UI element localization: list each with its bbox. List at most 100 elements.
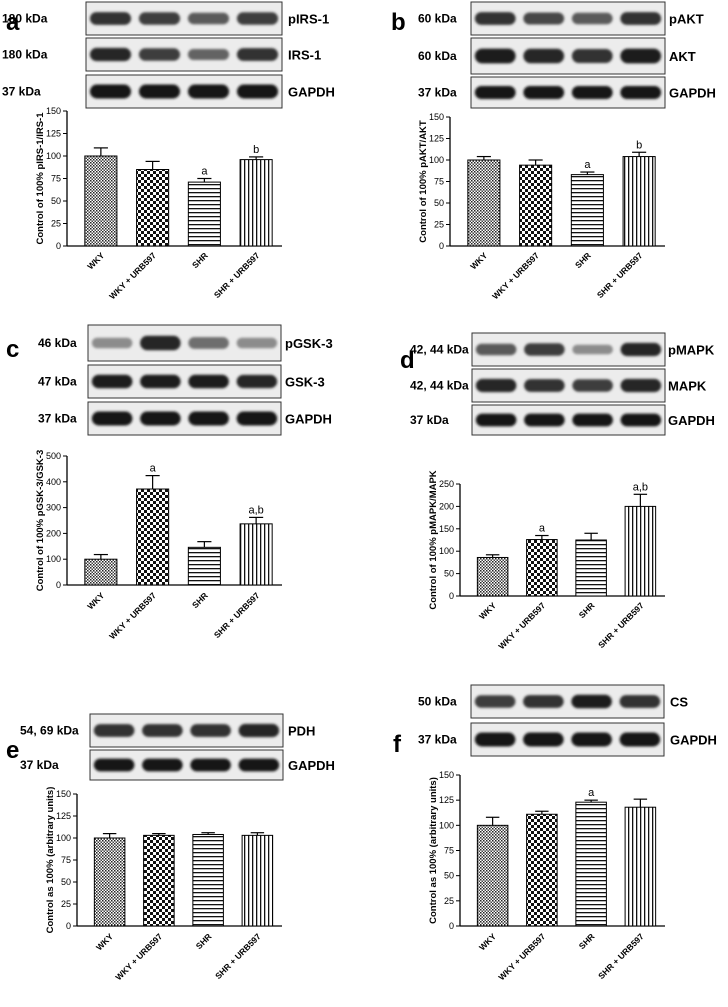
bar: [624, 505, 657, 597]
blot-band: [236, 12, 279, 25]
protein-label: IRS-1: [288, 48, 321, 63]
molecular-weight-label: 46 kDa: [38, 336, 77, 350]
blot-band: [188, 374, 229, 389]
protein-label: AKT: [669, 49, 696, 64]
x-tick-label: WKY: [477, 931, 498, 952]
blot-band: [187, 84, 230, 99]
y-tick-label: 0: [439, 241, 444, 251]
blot-pgsk-3: 46 kDa pGSK-3: [38, 324, 333, 362]
blot-band: [474, 12, 516, 25]
x-tick-label: WKY + URB597: [113, 931, 164, 982]
x-tick-label: WKY + URB597: [496, 600, 547, 651]
protein-label: GAPDH: [288, 85, 335, 100]
blot-band: [138, 48, 181, 61]
blot-band: [140, 411, 181, 426]
x-tick-label: SHR + URB597: [212, 590, 262, 640]
y-tick-label: 50: [444, 871, 454, 881]
molecular-weight-label: 60 kDa: [418, 12, 457, 26]
blot-band: [238, 723, 280, 738]
blot-akt: 60 kDa AKT: [418, 37, 696, 75]
bar: [575, 801, 607, 927]
blot-band: [619, 695, 661, 708]
bar: [622, 156, 656, 247]
y-axis-label: Control as 100% (arbitrary units): [45, 787, 56, 934]
blot-gapdh: 37 kDa GAPDH: [38, 401, 332, 436]
y-axis-label: Control of 100% pGSK-3/GSK-3: [35, 450, 46, 591]
significance-label: a,b: [248, 504, 263, 516]
y-tick-label: 50: [51, 196, 61, 206]
bar: [526, 539, 558, 597]
blot-band: [571, 694, 612, 709]
y-tick-label: 0: [66, 921, 71, 931]
protein-label: GAPDH: [670, 733, 717, 748]
y-tick-label: 100: [56, 833, 71, 843]
blot-band: [571, 12, 613, 25]
blot-pakt: 60 kDa pAKT: [418, 1, 704, 36]
y-tick-label: 25: [444, 896, 454, 906]
y-tick-label: 300: [46, 503, 61, 513]
protein-label: GSK-3: [285, 375, 325, 390]
blot-band: [523, 48, 565, 64]
x-tick-label: WKY + URB597: [496, 931, 547, 982]
molecular-weight-label: 37 kDa: [38, 412, 77, 426]
blot-band: [91, 411, 133, 426]
panel-letter: f: [393, 731, 402, 758]
protein-label: pIRS-1: [288, 12, 329, 27]
panel-e: e54, 69 kDa PDH 37 kDa GAPDH 0 25 50 75 100 125 15…: [6, 713, 335, 982]
bar: [467, 159, 501, 247]
x-tick-label: SHR: [190, 250, 210, 270]
y-tick-label: 50: [61, 877, 71, 887]
y-tick-label: 150: [429, 112, 444, 122]
bar: [84, 155, 118, 247]
y-tick-label: 50: [434, 198, 444, 208]
y-tick-label: 0: [56, 241, 61, 251]
blot-band: [93, 724, 135, 737]
blot-band: [238, 758, 280, 772]
panel-letter: b: [391, 9, 406, 36]
protein-label: MAPK: [668, 379, 707, 394]
molecular-weight-label: 37 kDa: [20, 758, 59, 772]
blot-band: [236, 84, 279, 99]
y-tick-label: 125: [46, 129, 61, 139]
y-tick-label: 75: [444, 846, 454, 856]
blot-band: [142, 724, 183, 737]
blot-cs: 50 kDa CS: [418, 684, 688, 719]
blot-band: [620, 378, 662, 393]
blot-band: [620, 342, 662, 357]
y-tick-label: 75: [51, 174, 61, 184]
significance-label: a: [588, 787, 595, 799]
blot-band: [474, 85, 516, 100]
y-tick-label: 200: [46, 528, 61, 538]
bar: [136, 488, 170, 586]
y-tick-label: 75: [434, 177, 444, 187]
y-tick-label: 100: [46, 151, 61, 161]
bar: [136, 169, 170, 247]
bar: [570, 174, 604, 247]
y-tick-label: 0: [449, 591, 454, 601]
x-tick-label: SHR + URB597: [213, 931, 263, 981]
blot-band: [620, 85, 662, 100]
panel-f: f 50 kDa CS 37 kDa GAPDH 0 25 50 75 100 125 150Cont…: [393, 684, 717, 982]
blot-band: [620, 12, 662, 25]
protein-label: pGSK-3: [285, 336, 333, 351]
significance-label: a: [201, 166, 208, 178]
blot-pirs-1: 180 kDa pIRS-1: [2, 1, 329, 36]
blot-band: [140, 374, 181, 389]
x-tick-label: SHR + URB597: [596, 931, 646, 981]
protein-label: GAPDH: [669, 86, 716, 101]
blot-band: [140, 335, 181, 351]
molecular-weight-label: 37 kDa: [410, 413, 449, 427]
bar: [84, 558, 118, 586]
x-tick-label: SHR: [194, 931, 214, 951]
bar: [239, 159, 273, 247]
y-tick-label: 150: [56, 789, 71, 799]
protein-label: pAKT: [669, 12, 704, 27]
blot-band: [474, 695, 516, 708]
blot-band: [91, 337, 133, 349]
blot-band: [93, 758, 135, 772]
blot-gapdh: 37 kDa GAPDH: [418, 722, 717, 757]
